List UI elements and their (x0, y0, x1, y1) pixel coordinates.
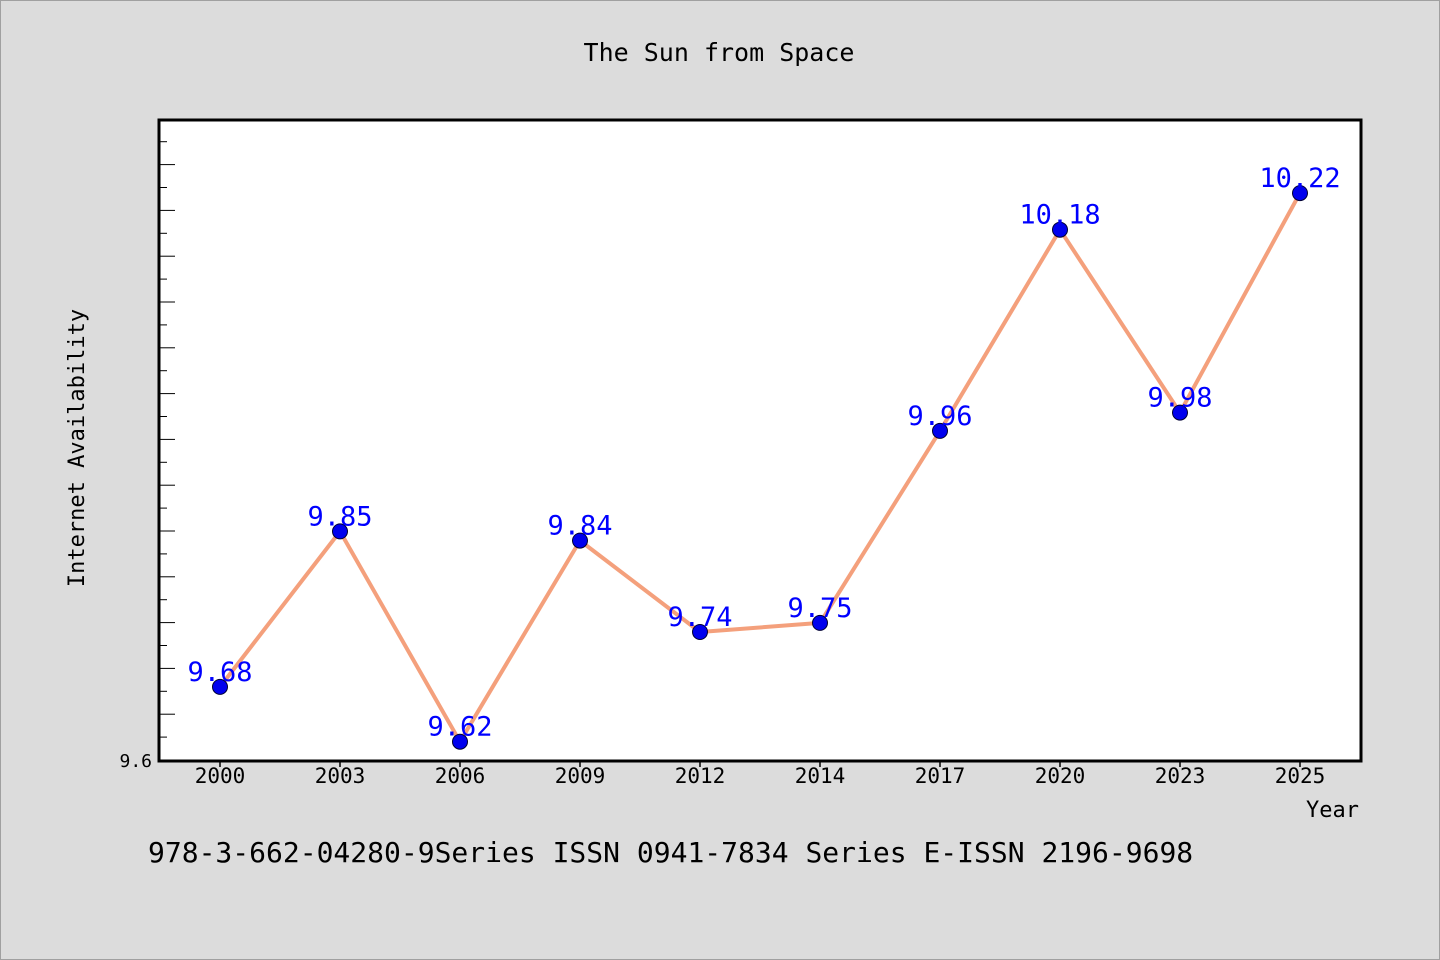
y-axis-label: Internet Availability (65, 309, 90, 587)
x-tick-label: 2012 (675, 764, 726, 788)
x-tick-label: 2000 (195, 764, 246, 788)
data-point (572, 532, 588, 549)
data-label: 10.22 (1259, 163, 1340, 194)
x-axis-label: Year (1306, 798, 1359, 823)
data-point (1292, 185, 1308, 202)
data-point (452, 733, 468, 750)
data-label: 9.98 (1147, 383, 1212, 414)
plot-area (157, 118, 1363, 763)
data-label: 9.62 (427, 712, 492, 743)
data-label: 9.74 (667, 602, 732, 633)
data-label: 9.84 (547, 511, 612, 542)
footer-text: 978-3-662-04280-9Series ISSN 0941-7834 S… (148, 836, 1193, 869)
chart-title: The Sun from Space (584, 38, 855, 67)
x-tick-label: 2023 (1155, 764, 1206, 788)
data-point (692, 624, 708, 640)
data-label: 9.68 (187, 657, 252, 688)
x-tick-label: 2003 (315, 764, 366, 788)
x-tick-label: 2020 (1035, 764, 1086, 788)
x-axis-ticks: 2000 2003 2006 2009 2012 2014 2017 2020 2023 2025 (195, 761, 1326, 788)
x-tick-label: 2017 (915, 764, 966, 788)
data-label: 9.96 (907, 401, 972, 432)
x-tick-label: 2006 (435, 764, 486, 788)
x-tick-label: 2014 (795, 764, 846, 788)
y-tick-label: 9.6 (119, 751, 152, 772)
data-label: 10.18 (1019, 200, 1100, 231)
x-tick-label: 2009 (555, 764, 606, 788)
data-point (1172, 404, 1188, 421)
data-point (932, 422, 948, 439)
data-point (332, 523, 348, 540)
data-point (212, 678, 228, 695)
data-label: 9.85 (307, 501, 372, 532)
series-line (218, 192, 1302, 744)
x-tick-label: 2025 (1275, 764, 1326, 788)
data-point (1052, 221, 1068, 238)
series-layer: 9.68 9.85 9.62 9.84 9.74 9.75 9.96 10.18 9.98 10.… (187, 163, 1341, 750)
data-point (812, 614, 828, 631)
y-axis-ticks (159, 141, 175, 761)
data-label: 9.75 (787, 593, 852, 624)
